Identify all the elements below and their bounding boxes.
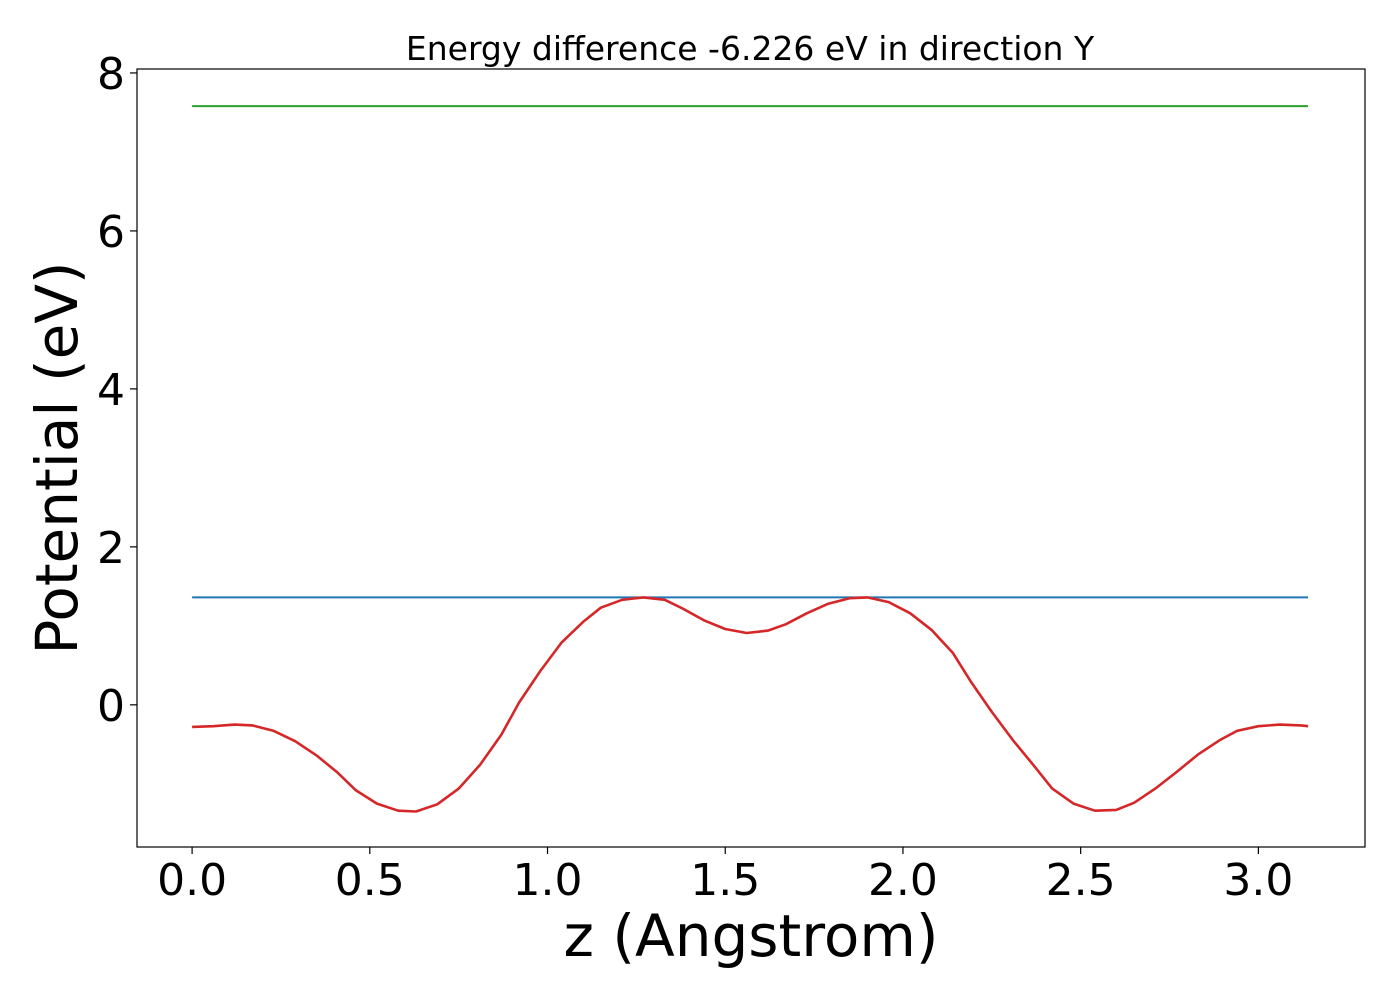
series-layer	[192, 105, 1309, 813]
chart-title: Energy difference -6.226 eV in direction…	[406, 29, 1095, 68]
x-tick-label: 1.5	[690, 855, 760, 906]
x-axis-label: z (Angstrom)	[564, 902, 939, 970]
y-axis-label: Potential (eV)	[23, 261, 91, 654]
x-axis: 0.0 0.5 1.0 1.5 2.0 2.5 3.0	[157, 847, 1293, 906]
series-line-3	[192, 596, 1309, 813]
x-tick-label: 1.0	[513, 855, 583, 906]
x-tick-label: 2.5	[1046, 855, 1116, 906]
y-tick-label: 6	[97, 207, 125, 258]
y-axis: 0 2 4 6 8	[97, 49, 137, 732]
x-tick-label: 0.0	[157, 855, 227, 906]
x-tick-label: 3.0	[1223, 855, 1293, 906]
x-tick-label: 2.0	[868, 855, 938, 906]
y-tick-label: 4	[97, 365, 125, 416]
y-tick-label: 8	[97, 49, 125, 100]
x-tick-label: 0.5	[335, 855, 405, 906]
y-tick-label: 0	[97, 681, 125, 732]
plot-frame	[136, 68, 1366, 848]
y-tick-label: 2	[97, 523, 125, 574]
